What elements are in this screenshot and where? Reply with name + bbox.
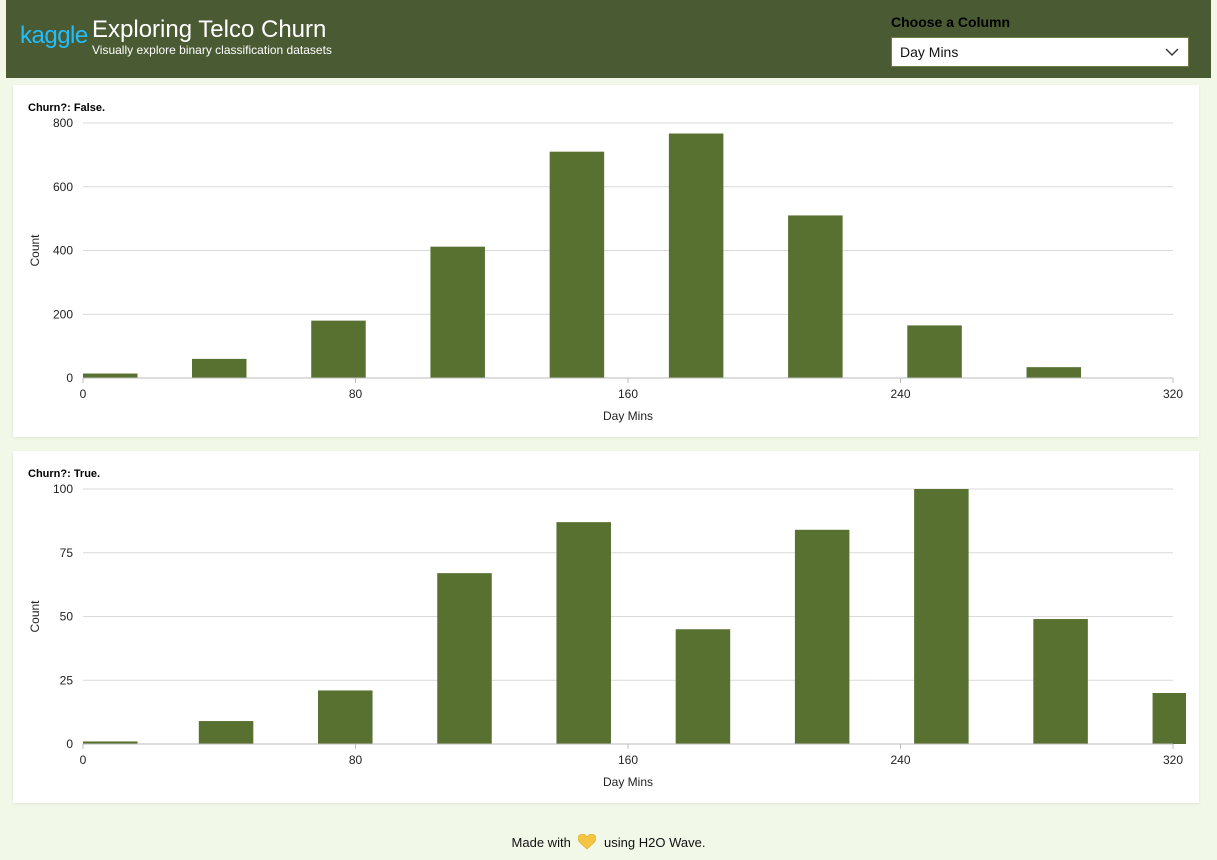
histogram-bar[interactable]: [83, 373, 138, 378]
y-tick-label: 200: [53, 307, 73, 321]
kaggle-logo[interactable]: kaggle: [20, 22, 88, 49]
histogram-chart-true: 0 25 50 75 100 0 80 160 240 320 Day Mins Count: [28, 482, 1186, 789]
x-tick-label: 80: [349, 753, 363, 767]
x-tick-label: 0: [80, 753, 87, 767]
x-tick-label: 240: [890, 753, 910, 767]
histogram-bar[interactable]: [192, 358, 247, 378]
y-tick-label: 0: [66, 737, 73, 751]
histogram-card-true: Churn?: True. 0 25 50 75 100 0 80 160 240 320 Day …: [13, 451, 1199, 803]
histogram-bar[interactable]: [311, 320, 366, 378]
histogram-bar[interactable]: [83, 741, 138, 744]
page-subtitle: Visually explore binary classification d…: [92, 43, 332, 57]
y-tick-label: 800: [53, 116, 73, 130]
histogram-bar[interactable]: [437, 573, 492, 744]
x-tick-label: 240: [890, 387, 910, 401]
histogram-bar[interactable]: [1152, 693, 1186, 744]
heart-icon: [578, 834, 597, 850]
histogram-bar[interactable]: [794, 529, 850, 744]
x-tick-label: 160: [618, 387, 638, 401]
y-tick-label: 50: [60, 610, 74, 624]
histogram-chart-false: 0 200 400 600 800 0 80 160 240 320 Day Mins Count: [28, 116, 1183, 423]
histogram-bar[interactable]: [556, 522, 611, 744]
column-picker-label: Choose a Column: [891, 14, 1011, 30]
footer-text-before: Made with: [511, 835, 571, 850]
x-axis-label: Day Mins: [603, 775, 653, 789]
x-tick-label: 80: [349, 387, 363, 401]
x-tick-label: 320: [1163, 753, 1183, 767]
x-axis-label: Day Mins: [603, 409, 653, 423]
column-dropdown-value: Day Mins: [900, 44, 959, 60]
y-axis-label: Count: [28, 600, 42, 633]
column-dropdown[interactable]: Day Mins: [891, 37, 1189, 67]
histogram-bar[interactable]: [1026, 367, 1082, 378]
footer-text-after: using H2O Wave.: [604, 835, 706, 850]
histogram-bar[interactable]: [914, 489, 969, 744]
histogram-bar[interactable]: [549, 151, 605, 378]
histogram-bar[interactable]: [430, 246, 485, 378]
histogram-bar[interactable]: [668, 133, 724, 378]
app-header: kaggle Exploring Telco Churn Visually ex…: [6, 0, 1211, 78]
histogram-bar[interactable]: [907, 325, 962, 378]
y-tick-label: 600: [53, 180, 73, 194]
y-tick-label: 400: [53, 244, 73, 258]
histogram-bar[interactable]: [675, 629, 731, 744]
chevron-down-icon: [1165, 48, 1179, 56]
histogram-bar[interactable]: [1033, 619, 1088, 744]
y-tick-label: 25: [60, 673, 74, 687]
y-tick-label: 0: [66, 371, 73, 385]
histogram-bar[interactable]: [788, 215, 843, 378]
y-axis-label: Count: [28, 234, 42, 267]
histogram-bar[interactable]: [198, 721, 254, 744]
x-tick-label: 160: [618, 753, 638, 767]
y-tick-label: 75: [60, 546, 74, 560]
chart-title: Churn?: True.: [28, 468, 101, 480]
histogram-bar[interactable]: [318, 690, 373, 744]
chart-title: Churn?: False.: [28, 102, 106, 114]
histogram-card-false: Churn?: False. 0 200 400 600 800 0 80 160 240 320…: [13, 85, 1199, 437]
y-tick-label: 100: [53, 482, 73, 496]
page-title: Exploring Telco Churn: [92, 16, 327, 43]
footer: Made with using H2O Wave.: [0, 834, 1217, 850]
x-tick-label: 0: [80, 387, 87, 401]
x-tick-label: 320: [1163, 387, 1183, 401]
